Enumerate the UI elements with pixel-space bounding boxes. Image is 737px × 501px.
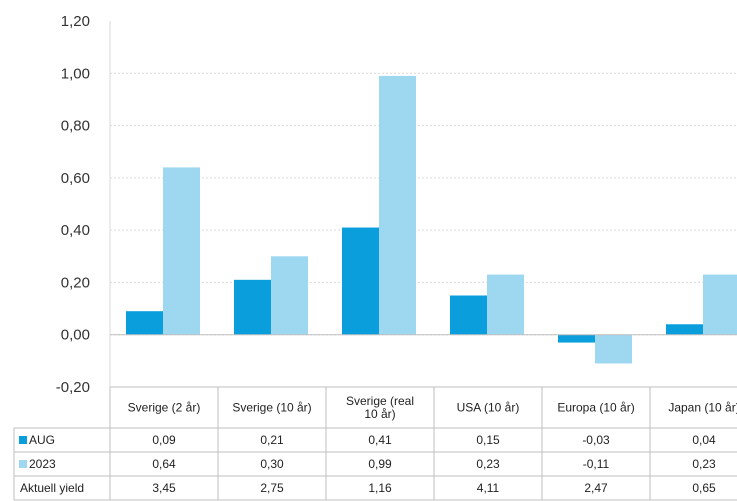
bar-year-2023 — [163, 167, 200, 335]
table-cell-value: 0,15 — [476, 433, 500, 447]
bar-year-2023 — [595, 334, 632, 364]
table-cell-value: 0,30 — [260, 457, 284, 471]
bar-year-2023 — [487, 274, 524, 335]
bar-aug — [558, 334, 595, 343]
y-tick-label: -0,20 — [56, 379, 90, 396]
bar-year-2023 — [703, 274, 737, 335]
table-cell-value: 1,16 — [368, 481, 392, 495]
table-cell-value: 2,75 — [260, 481, 284, 495]
table-cell-value: 0,09 — [152, 433, 176, 447]
legend-swatch — [19, 460, 27, 468]
y-tick-label: 1,00 — [61, 65, 90, 82]
table-cell-value: 0,23 — [692, 457, 716, 471]
table-cell-value: 0,21 — [260, 433, 284, 447]
table-cell-value: -0,11 — [583, 457, 610, 471]
y-tick-label: 0,80 — [61, 118, 90, 135]
row-header: AUG — [29, 433, 55, 447]
bar-aug — [450, 295, 487, 335]
bar-aug — [666, 324, 703, 335]
bar-aug — [342, 227, 379, 335]
y-tick-label: 0,60 — [61, 170, 90, 187]
row-header: Aktuell yield — [20, 481, 84, 495]
category-label: Sverige (2 år) — [128, 401, 201, 415]
table-cell-value: -0,03 — [582, 433, 610, 447]
category-label: Sverige (real 10 år) — [346, 394, 414, 421]
bar-year-2023 — [271, 256, 308, 335]
table-cell-value: 4,11 — [477, 481, 500, 495]
table-cell-value: 0,64 — [152, 457, 176, 471]
table-cell-value: 2,47 — [584, 481, 608, 495]
table-cell-value: 0,04 — [692, 433, 716, 447]
legend-swatch — [19, 436, 27, 444]
category-label: Sverige (10 år) — [232, 401, 311, 415]
y-tick-label: 0,40 — [61, 222, 90, 239]
category-label: USA (10 år) — [457, 401, 520, 415]
table-cell-value: 0,23 — [476, 457, 500, 471]
table-cell-value: 0,41 — [368, 433, 392, 447]
row-header: 2023 — [29, 457, 56, 471]
table-cell-value: 3,45 — [152, 481, 176, 495]
bar-year-2023 — [379, 75, 416, 335]
bar-aug — [234, 279, 271, 335]
y-tick-label: 1,20 — [61, 13, 90, 30]
y-tick-label: 0,00 — [61, 327, 90, 344]
category-label: Europa (10 år) — [557, 401, 634, 415]
table-cell-value: 0,65 — [692, 481, 716, 495]
y-tick-label: 0,20 — [61, 274, 90, 291]
category-label: Japan (10 år) — [668, 401, 737, 415]
bar-aug — [126, 311, 163, 335]
table-cell-value: 0,99 — [368, 457, 392, 471]
